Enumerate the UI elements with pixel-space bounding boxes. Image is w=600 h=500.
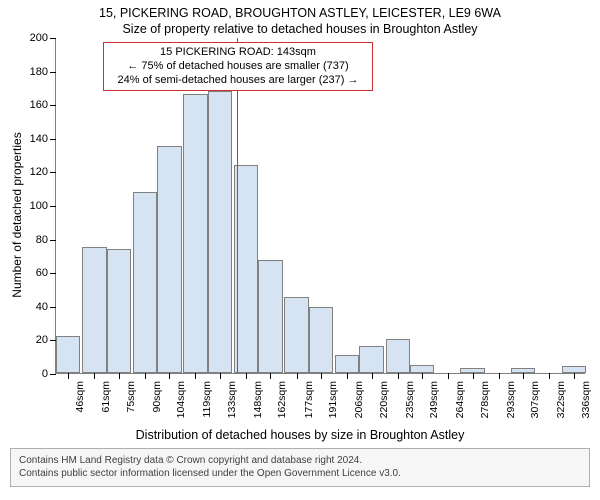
y-tick-label: 80: [36, 234, 48, 246]
histogram-bar: [511, 368, 535, 373]
y-tick-label: 200: [30, 32, 48, 44]
x-tick: [523, 373, 524, 379]
x-tick-label: 61sqm: [100, 381, 112, 413]
annotation-line-1: 15 PICKERING ROAD: 143sqm: [110, 46, 366, 60]
y-tick: [50, 139, 56, 140]
y-tick: [50, 206, 56, 207]
x-tick: [372, 373, 373, 379]
x-tick-label: 75sqm: [125, 381, 137, 413]
histogram-bar: [410, 365, 434, 373]
x-tick: [549, 373, 550, 379]
x-tick: [398, 373, 399, 379]
y-tick-label: 140: [30, 133, 48, 145]
x-tick-label: 148sqm: [252, 381, 264, 418]
title-main: 15, PICKERING ROAD, BROUGHTON ASTLEY, LE…: [0, 6, 600, 20]
x-tick-label: 264sqm: [454, 381, 466, 418]
y-tick-label: 100: [30, 200, 48, 212]
x-tick: [574, 373, 575, 379]
x-tick-label: 46sqm: [74, 381, 86, 413]
y-tick: [50, 105, 56, 106]
license-line-2: Contains public sector information licen…: [19, 468, 581, 481]
x-tick-label: 119sqm: [201, 381, 213, 418]
x-tick: [195, 373, 196, 379]
x-tick-label: 336sqm: [580, 381, 592, 418]
y-tick: [50, 72, 56, 73]
x-tick-label: 104sqm: [175, 381, 187, 418]
license-line-1: Contains HM Land Registry data © Crown c…: [19, 455, 581, 468]
y-tick-label: 160: [30, 99, 48, 111]
histogram-bar: [82, 247, 106, 373]
y-tick-label: 40: [36, 301, 48, 313]
x-tick: [246, 373, 247, 379]
x-tick: [448, 373, 449, 379]
x-tick-label: 278sqm: [479, 381, 491, 418]
x-tick-label: 235sqm: [404, 381, 416, 418]
x-tick: [321, 373, 322, 379]
x-tick-label: 249sqm: [428, 381, 440, 418]
x-tick: [220, 373, 221, 379]
y-tick: [50, 307, 56, 308]
x-tick-label: 322sqm: [555, 381, 567, 418]
x-tick-label: 162sqm: [276, 381, 288, 418]
x-tick-label: 220sqm: [378, 381, 390, 418]
x-tick: [68, 373, 69, 379]
histogram-bar: [460, 368, 484, 373]
x-tick: [473, 373, 474, 379]
histogram-bar: [133, 192, 157, 373]
x-tick-label: 206sqm: [353, 381, 365, 418]
x-tick: [169, 373, 170, 379]
page: 15, PICKERING ROAD, BROUGHTON ASTLEY, LE…: [0, 0, 600, 500]
histogram-bar: [157, 146, 181, 373]
y-tick: [50, 38, 56, 39]
histogram-bar: [309, 307, 333, 373]
histogram-bar: [284, 297, 308, 373]
y-axis-label: Number of detached properties: [10, 0, 24, 430]
y-tick: [50, 273, 56, 274]
y-tick-label: 60: [36, 267, 48, 279]
x-tick: [145, 373, 146, 379]
license-box: Contains HM Land Registry data © Crown c…: [10, 448, 590, 487]
x-tick: [94, 373, 95, 379]
x-tick-label: 177sqm: [303, 381, 315, 418]
x-tick-label: 133sqm: [226, 381, 238, 418]
x-tick: [297, 373, 298, 379]
y-tick: [50, 172, 56, 173]
histogram-bar: [258, 260, 282, 373]
x-tick-label: 191sqm: [327, 381, 339, 418]
y-tick: [50, 374, 56, 375]
annotation-line-3: 24% of semi-detached houses are larger (…: [110, 74, 366, 88]
x-tick: [422, 373, 423, 379]
histogram-bar: [335, 355, 359, 373]
y-tick-label: 0: [42, 368, 48, 380]
x-tick: [270, 373, 271, 379]
x-tick-label: 90sqm: [151, 381, 163, 413]
x-tick: [499, 373, 500, 379]
histogram-bar: [107, 249, 131, 373]
y-tick: [50, 240, 56, 241]
histogram-bar: [183, 94, 207, 373]
x-tick-label: 293sqm: [505, 381, 517, 418]
y-tick-label: 120: [30, 166, 48, 178]
x-tick-label: 307sqm: [529, 381, 541, 418]
annotation-box: 15 PICKERING ROAD: 143sqm ← 75% of detac…: [103, 42, 373, 91]
bottom-caption: Distribution of detached houses by size …: [0, 428, 600, 442]
histogram-bar: [386, 339, 410, 373]
x-tick: [347, 373, 348, 379]
histogram-bar: [208, 91, 232, 373]
histogram-bar: [359, 346, 383, 373]
histogram-bar: [56, 336, 80, 373]
y-tick-label: 180: [30, 66, 48, 78]
title-sub: Size of property relative to detached ho…: [0, 22, 600, 36]
annotation-line-2: ← 75% of detached houses are smaller (73…: [110, 60, 366, 74]
y-tick-label: 20: [36, 334, 48, 346]
histogram-bar: [562, 366, 586, 373]
x-tick: [119, 373, 120, 379]
